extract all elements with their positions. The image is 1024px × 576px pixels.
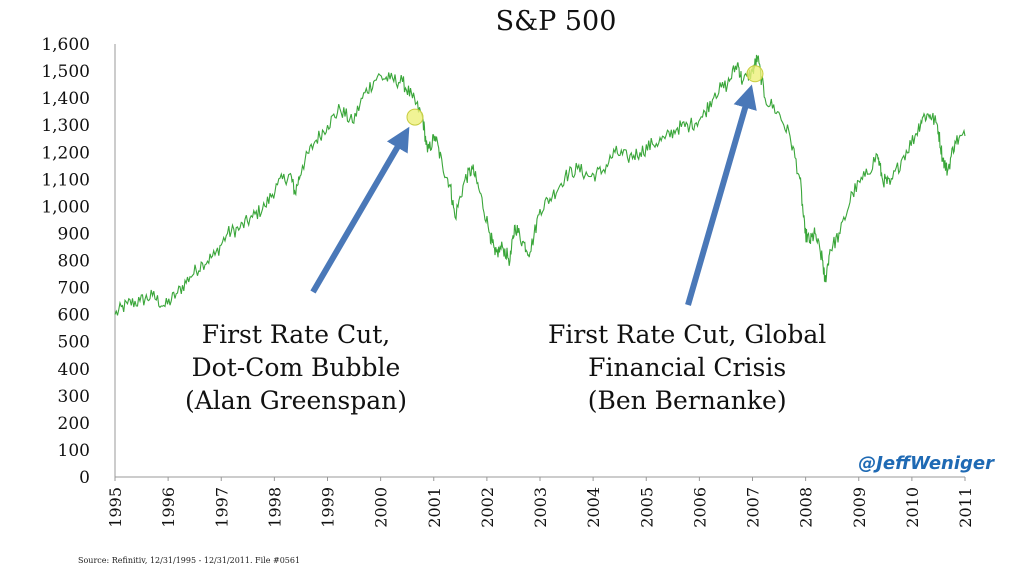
series — [114, 54, 966, 316]
annotation-line: Dot-Com Bubble — [191, 353, 401, 382]
y-tick-label: 1,600 — [41, 35, 90, 55]
highlight-circle — [406, 108, 424, 126]
x-tick-label: 1997 — [212, 487, 231, 528]
x-ticks: 1995 1996 1997 1998 1999 2000 2001 2002 2003 2004… — [106, 477, 975, 528]
y-tick-label: 1,300 — [41, 116, 90, 136]
y-tick-label: 700 — [58, 279, 90, 299]
y-tick-label: 1,400 — [41, 89, 90, 109]
x-tick-label: 2005 — [637, 487, 656, 528]
x-tick-label: 2001 — [425, 487, 444, 528]
sp500-line — [114, 54, 966, 316]
y-tick-label: 600 — [58, 306, 90, 326]
y-tick-label: 100 — [58, 441, 90, 461]
y-tick-label: 500 — [58, 333, 90, 353]
annotation-arrow — [310, 126, 410, 294]
y-tick-label: 400 — [58, 360, 90, 380]
author-handle: @JeffWeniger — [858, 453, 994, 474]
annotation-marks — [310, 65, 764, 306]
y-tick-label: 1,500 — [41, 62, 90, 82]
x-tick-label: 2009 — [850, 487, 869, 528]
x-tick-label: 2003 — [531, 487, 550, 528]
x-tick-label: 2004 — [584, 487, 603, 528]
highlight-circle — [746, 65, 764, 83]
y-tick-label: 1,100 — [41, 170, 90, 190]
annotation-line: First Rate Cut, — [201, 320, 391, 349]
x-tick-label: 2007 — [744, 487, 763, 528]
y-tick-label: 200 — [58, 414, 90, 434]
x-tick-label: 2006 — [690, 487, 709, 528]
x-tick-label: 1999 — [319, 487, 338, 528]
annotation-line: (Alan Greenspan) — [185, 386, 407, 415]
y-ticks: 0 100 200 300 400 500 600 700 800 900 1,000 1,100 1,… — [41, 35, 90, 488]
annotation-bernanke: First Rate Cut, Global Financial Crisis … — [548, 318, 826, 417]
x-tick-label: 2000 — [372, 487, 391, 528]
annotation-line: First Rate Cut, Global — [548, 320, 827, 349]
x-tick-label: 1998 — [265, 487, 284, 528]
y-tick-label: 900 — [58, 224, 90, 244]
x-tick-label: 2011 — [956, 487, 975, 528]
x-tick-label: 2002 — [478, 487, 497, 528]
x-tick-label: 1995 — [106, 487, 125, 528]
y-tick-label: 0 — [79, 468, 90, 488]
annotation-line: Financial Crisis — [588, 353, 787, 382]
source-note: Source: Refinitiv, 12/31/1995 - 12/31/20… — [78, 556, 301, 565]
y-tick-label: 300 — [58, 387, 90, 407]
x-tick-label: 2010 — [903, 487, 922, 528]
chart-title: S&P 500 — [495, 6, 617, 37]
y-tick-label: 800 — [58, 252, 90, 272]
x-tick-label: 1996 — [159, 487, 178, 528]
annotation-arrow — [685, 84, 757, 306]
annotation-greenspan: First Rate Cut, Dot-Com Bubble (Alan Gre… — [185, 318, 407, 417]
y-tick-label: 1,000 — [41, 197, 90, 217]
y-tick-label: 1,200 — [41, 143, 90, 163]
annotation-line: (Ben Bernanke) — [587, 386, 787, 415]
x-tick-label: 2008 — [797, 487, 816, 528]
